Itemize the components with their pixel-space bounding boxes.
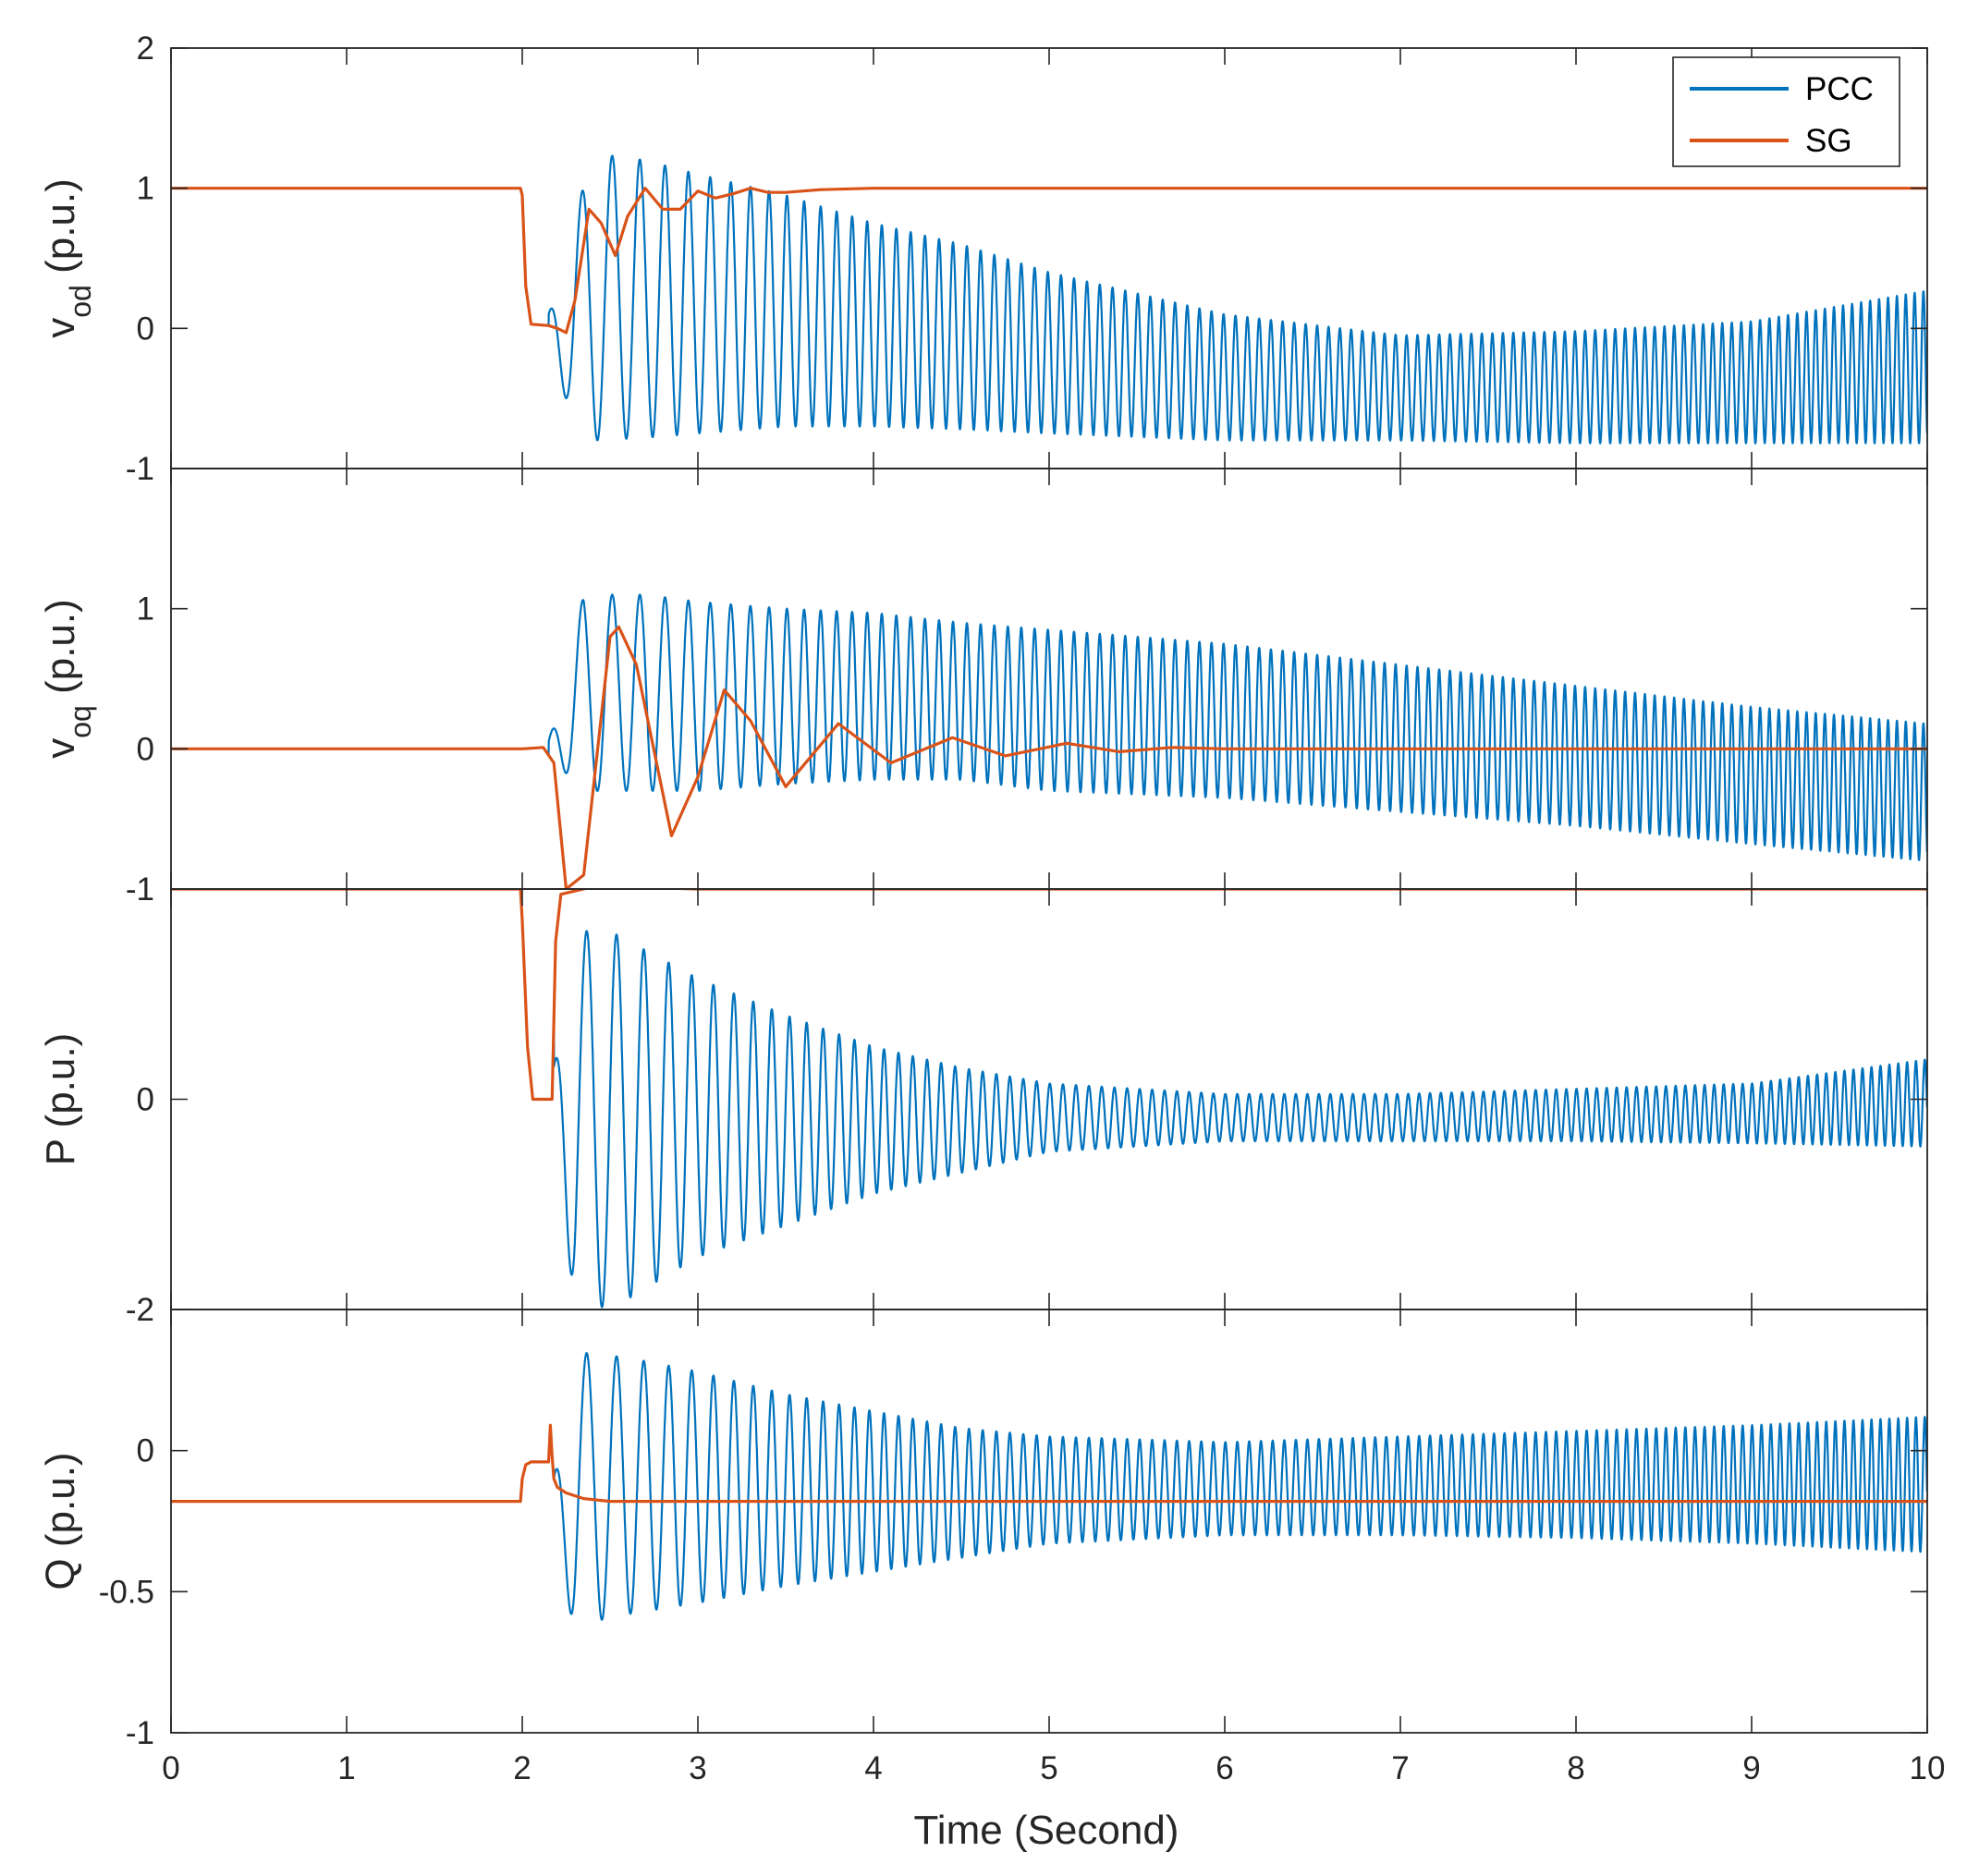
y-tick-label-Q-1: -0.5 (99, 1574, 154, 1610)
series-pcc-P (171, 889, 1927, 1309)
y-tick-label-voq-1: 0 (137, 731, 154, 767)
x-tick-label-1: 1 (337, 1750, 355, 1786)
plot-area-Q (171, 1352, 1927, 1621)
series-sg-Q (171, 1423, 1927, 1504)
y-tick-label-voq-0: -1 (126, 871, 154, 908)
x-tick-label-6: 6 (1216, 1750, 1233, 1786)
y-tick-label-vod-3: 2 (137, 30, 154, 67)
legend-label-sg: SG (1805, 123, 1852, 159)
y-axis-title-suffix-voq: (p.u.) (38, 599, 83, 705)
y-tick-label-vod-0: -1 (126, 451, 154, 487)
y-axis-title-main-vod: v (38, 318, 83, 338)
x-tick-label-4: 4 (864, 1750, 882, 1786)
y-tick-label-P-0: -2 (126, 1292, 154, 1328)
x-tick-label-7: 7 (1391, 1750, 1409, 1786)
series-pcc-Q (171, 1352, 1927, 1621)
y-tick-label-vod-1: 0 (137, 311, 154, 347)
plot-area-vod (171, 154, 1927, 445)
plot-area-P (171, 889, 1927, 1309)
panel-Q: -1 -0.5 0 Q (p.u.) (38, 1309, 1928, 1751)
y-axis-title-sub-voq: oq (64, 705, 97, 738)
panel-voq: -1 0 1 voq (p.u.) (38, 468, 1928, 908)
x-tick-label-10: 10 (1910, 1750, 1946, 1786)
y-tick-label-Q-2: 0 (137, 1433, 154, 1469)
y-tick-label-Q-0: -1 (126, 1715, 154, 1751)
x-tick-label-9: 9 (1742, 1750, 1760, 1786)
x-tick-label-8: 8 (1567, 1750, 1584, 1786)
plot-area-voq (171, 593, 1927, 889)
y-axis-title-suffix-vod: (p.u.) (38, 178, 83, 285)
y-axis-title-Q: Q (p.u.) (38, 1452, 83, 1590)
legend: PCC SG (1672, 56, 1900, 167)
legend-label-pcc: PCC (1805, 71, 1874, 107)
y-axis-title-vod: vod (p.u.) (38, 178, 97, 338)
series-sg-P (171, 889, 1927, 1102)
x-axis-title: Time (Second) (914, 1808, 1179, 1853)
y-axis-title-suffix-Q: (p.u.) (38, 1452, 83, 1558)
y-axis-title-main-voq: v (38, 738, 83, 759)
series-sg-vod (171, 187, 1927, 335)
series-pcc-vod (171, 154, 1927, 445)
x-tick-label-3: 3 (689, 1750, 706, 1786)
y-axis-title-main-P: P (38, 1139, 83, 1166)
legend-box (1672, 56, 1900, 167)
x-tick-label-0: 0 (162, 1750, 179, 1786)
y-axis-title-P: P (p.u.) (38, 1033, 83, 1165)
y-axis-title-suffix-P: (p.u.) (38, 1033, 83, 1139)
y-axis-title-voq: voq (p.u.) (38, 599, 97, 759)
y-axis-title-main-Q: Q (38, 1558, 83, 1590)
y-axis-title-sub-vod: od (64, 285, 97, 318)
y-tick-label-P-1: 0 (137, 1082, 154, 1118)
x-tick-label-5: 5 (1040, 1750, 1057, 1786)
x-tick-label-2: 2 (513, 1750, 531, 1786)
y-tick-label-vod-2: 1 (137, 171, 154, 207)
y-tick-label-voq-2: 1 (137, 591, 154, 627)
series-pcc-voq (171, 593, 1927, 861)
panel-vod: -1 0 1 2 vod (p.u.) (38, 30, 1928, 487)
series-sg-voq (171, 625, 1927, 889)
